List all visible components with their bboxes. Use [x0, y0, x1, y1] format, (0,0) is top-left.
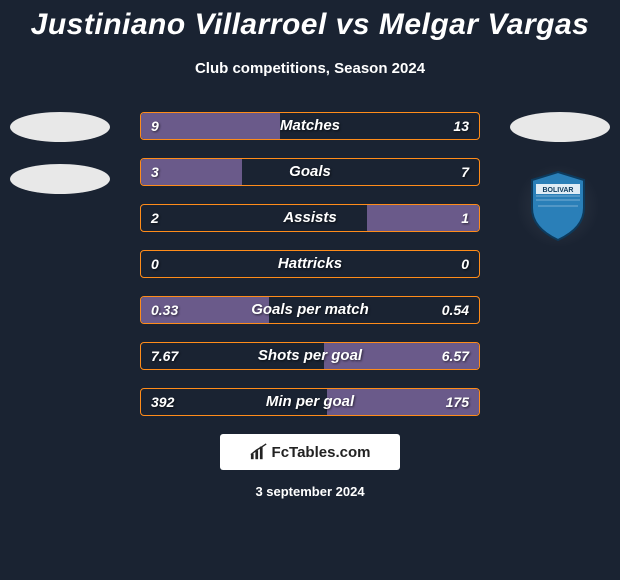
stat-value-right: 175	[446, 389, 469, 415]
stat-value-right: 13	[453, 113, 469, 139]
stat-row: 9Matches13	[140, 112, 480, 140]
stat-row: 0Hattricks0	[140, 250, 480, 278]
stat-label: Goals	[141, 159, 479, 185]
stat-row: 2Assists1	[140, 204, 480, 232]
page-title: Justiniano Villarroel vs Melgar Vargas	[0, 0, 620, 42]
stat-row: 3Goals7	[140, 158, 480, 186]
stat-row: 0.33Goals per match0.54	[140, 296, 480, 324]
bolivar-crest-icon: BOLIVAR	[528, 170, 588, 242]
stat-value-right: 1	[461, 205, 469, 231]
player2-avatar-placeholder	[510, 112, 610, 142]
stat-bars-container: 9Matches13 3Goals7 2Assists1 0Hattricks0 0.3…	[140, 112, 480, 416]
stat-row: 7.67Shots per goal6.57	[140, 342, 480, 370]
stat-row: 392Min per goal175	[140, 388, 480, 416]
stat-value-right: 7	[461, 159, 469, 185]
comparison-chart: BOLIVAR 9Matches13 3Goals7 2Assists1 0Hattr…	[0, 112, 620, 416]
stat-label: Hattricks	[141, 251, 479, 277]
footer-brand-badge: FcTables.com	[220, 434, 400, 470]
date-text: 3 september 2024	[0, 484, 620, 499]
subtitle: Club competitions, Season 2024	[0, 60, 620, 77]
footer-brand-text: FcTables.com	[272, 444, 371, 461]
stat-label: Shots per goal	[141, 343, 479, 369]
player1-avatar-placeholder	[10, 112, 110, 142]
stat-value-right: 6.57	[442, 343, 469, 369]
player2-club-crest: BOLIVAR	[516, 164, 600, 248]
fctables-logo-icon	[250, 443, 268, 461]
svg-text:BOLIVAR: BOLIVAR	[543, 187, 574, 194]
stat-label: Matches	[141, 113, 479, 139]
stat-value-right: 0.54	[442, 297, 469, 323]
stat-label: Min per goal	[141, 389, 479, 415]
stat-value-right: 0	[461, 251, 469, 277]
stat-label: Assists	[141, 205, 479, 231]
stat-label: Goals per match	[141, 297, 479, 323]
player1-club-placeholder	[10, 164, 110, 194]
